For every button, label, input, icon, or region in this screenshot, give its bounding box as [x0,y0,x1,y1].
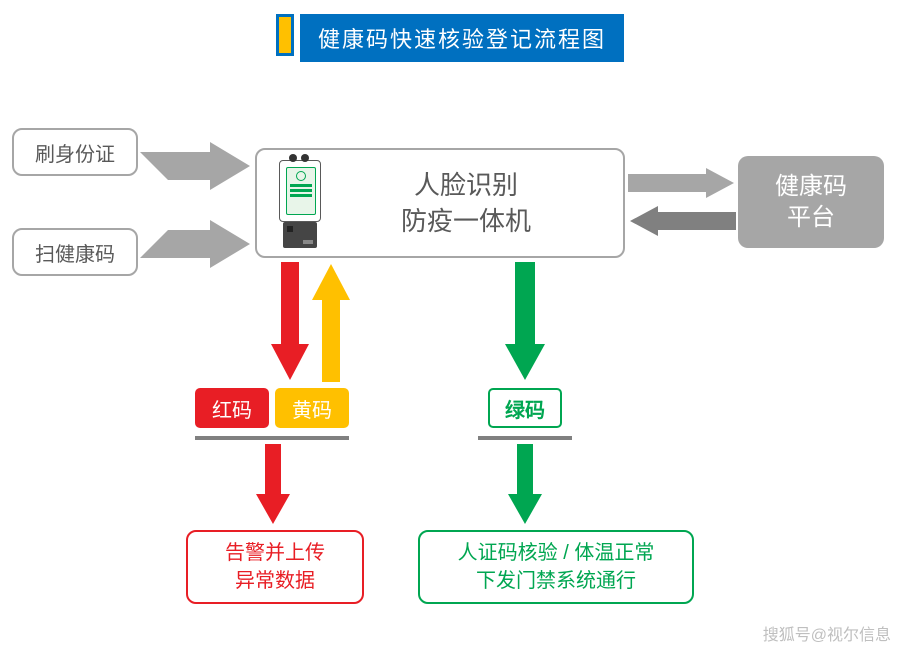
device-illustration [271,160,329,250]
badge-yellow-code: 黄码 [275,388,349,428]
arrow-from-scan-code [140,220,255,280]
underline-red-yellow [195,436,349,440]
arrow-from-platform [628,206,736,236]
arrow-red-down [271,262,311,382]
arrow-green-down [505,262,545,382]
badge-red-code: 红码 [195,388,269,428]
arrow-from-id-card [140,130,255,190]
node-face-recognition-machine: 人脸识别 防疫一体机 [255,148,625,258]
node-alert-result: 告警并上传 异常数据 [186,530,364,604]
platform-label: 健康码 平台 [775,171,847,233]
arrow-red-to-alert [256,444,290,526]
arrow-yellow-up [310,262,350,382]
watermark-text: 搜狐号@视尔信息 [763,621,891,645]
diagram-title: 健康码快速核验登记流程图 [300,14,624,62]
pass-label: 人证码核验 / 体温正常 下发门禁系统通行 [458,539,655,595]
arrow-green-to-pass [508,444,542,526]
node-id-card: 刷身份证 [12,128,138,176]
arrow-to-platform [628,168,736,198]
node-pass-result: 人证码核验 / 体温正常 下发门禁系统通行 [418,530,694,604]
underline-green [478,436,572,440]
badge-green-code: 绿码 [488,388,562,428]
center-label: 人脸识别 防疫一体机 [401,167,531,240]
node-health-code-platform: 健康码 平台 [738,156,884,248]
title-accent-bar [276,14,294,56]
alert-label: 告警并上传 异常数据 [225,539,325,595]
node-scan-code: 扫健康码 [12,228,138,276]
